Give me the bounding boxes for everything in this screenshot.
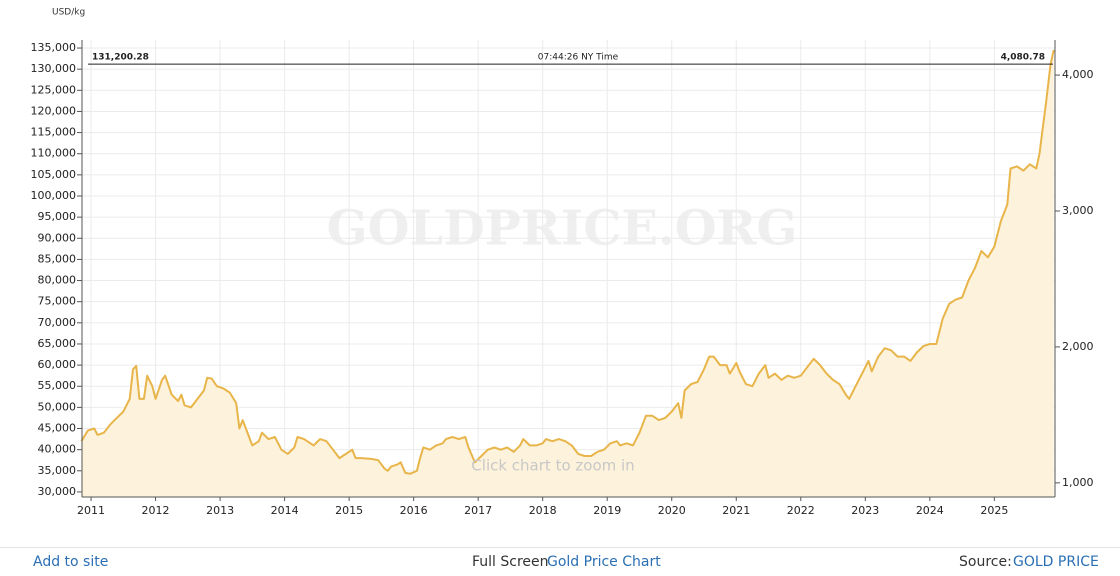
x-tick-label: 2025 <box>980 504 1008 517</box>
gold-price-chart-link[interactable]: Gold Price Chart <box>547 554 661 570</box>
y-tick-label: 55,000 <box>38 379 77 392</box>
y-tick-label: 125,000 <box>31 83 77 96</box>
x-tick-label: 2019 <box>593 504 621 517</box>
y-tick-label: 35,000 <box>38 464 77 477</box>
y-tick-label: 135,000 <box>31 41 77 54</box>
x-tick-label: 2012 <box>142 504 170 517</box>
y-tick-label: 105,000 <box>31 168 77 181</box>
y-tick-label: 100,000 <box>31 189 77 202</box>
x-tick-label: 2018 <box>529 504 557 517</box>
footer: Add to site Full Screen Gold Price Chart… <box>0 547 1120 576</box>
y-tick-label: 130,000 <box>31 62 77 75</box>
y-tick-label: 60,000 <box>38 358 77 371</box>
x-tick-label: 2024 <box>916 504 944 517</box>
x-tick-label: 2021 <box>722 504 750 517</box>
y-tick-label: 30,000 <box>38 485 77 498</box>
x-tick-label: 2011 <box>77 504 105 517</box>
crosshair-y2-value: 4,080.78 <box>1001 53 1045 63</box>
x-tick-label: 2014 <box>271 504 299 517</box>
x-tick-label: 2015 <box>335 504 363 517</box>
price-line <box>80 49 1055 475</box>
chart[interactable]: USD/kg GOLDPRICE.ORG 30,000 35,000 40,000 45… <box>0 0 1120 547</box>
source-label: Source: <box>959 554 1012 570</box>
y2-tick-label: 4,000 <box>1062 68 1094 81</box>
unit-label: USD/kg <box>52 8 85 18</box>
x-tick-label: 2023 <box>851 504 879 517</box>
y2-tick-label: 3,000 <box>1062 204 1094 217</box>
zoom-hint: Click chart to zoom in <box>471 457 634 475</box>
add-to-site-link[interactable]: Add to site <box>33 554 109 570</box>
y-tick-label: 65,000 <box>38 337 77 350</box>
x-tick-label: 2016 <box>400 504 428 517</box>
y-tick-label: 80,000 <box>38 274 77 287</box>
full-screen-text: Full Screen <box>472 554 549 570</box>
y-tick-label: 45,000 <box>38 422 77 435</box>
y-tick-label: 120,000 <box>31 104 77 117</box>
y-tick-label: 110,000 <box>31 147 77 160</box>
crosshair-value: 131,200.28 <box>92 53 149 63</box>
y-tick-label: 90,000 <box>38 231 77 244</box>
x-tick-label: 2013 <box>206 504 234 517</box>
x-tick-label: 2022 <box>787 504 815 517</box>
y-tick-label: 115,000 <box>31 126 77 139</box>
x-tick-label: 2017 <box>464 504 492 517</box>
y2-tick-label: 1,000 <box>1062 476 1094 489</box>
area-fill <box>81 50 1054 497</box>
y-tick-label: 85,000 <box>38 252 77 265</box>
y2-tick-label: 2,000 <box>1062 340 1094 353</box>
y-tick-label: 50,000 <box>38 400 77 413</box>
y-tick-label: 70,000 <box>38 316 77 329</box>
y-tick-label: 95,000 <box>38 210 77 223</box>
watermark: GOLDPRICE.ORG <box>327 201 798 257</box>
y-tick-label: 40,000 <box>38 443 77 456</box>
gold-price-link[interactable]: GOLD PRICE <box>1013 554 1099 570</box>
x-tick-label: 2020 <box>658 504 686 517</box>
crosshair-time: 07:44:26 NY Time <box>538 53 619 63</box>
y-tick-label: 75,000 <box>38 295 77 308</box>
